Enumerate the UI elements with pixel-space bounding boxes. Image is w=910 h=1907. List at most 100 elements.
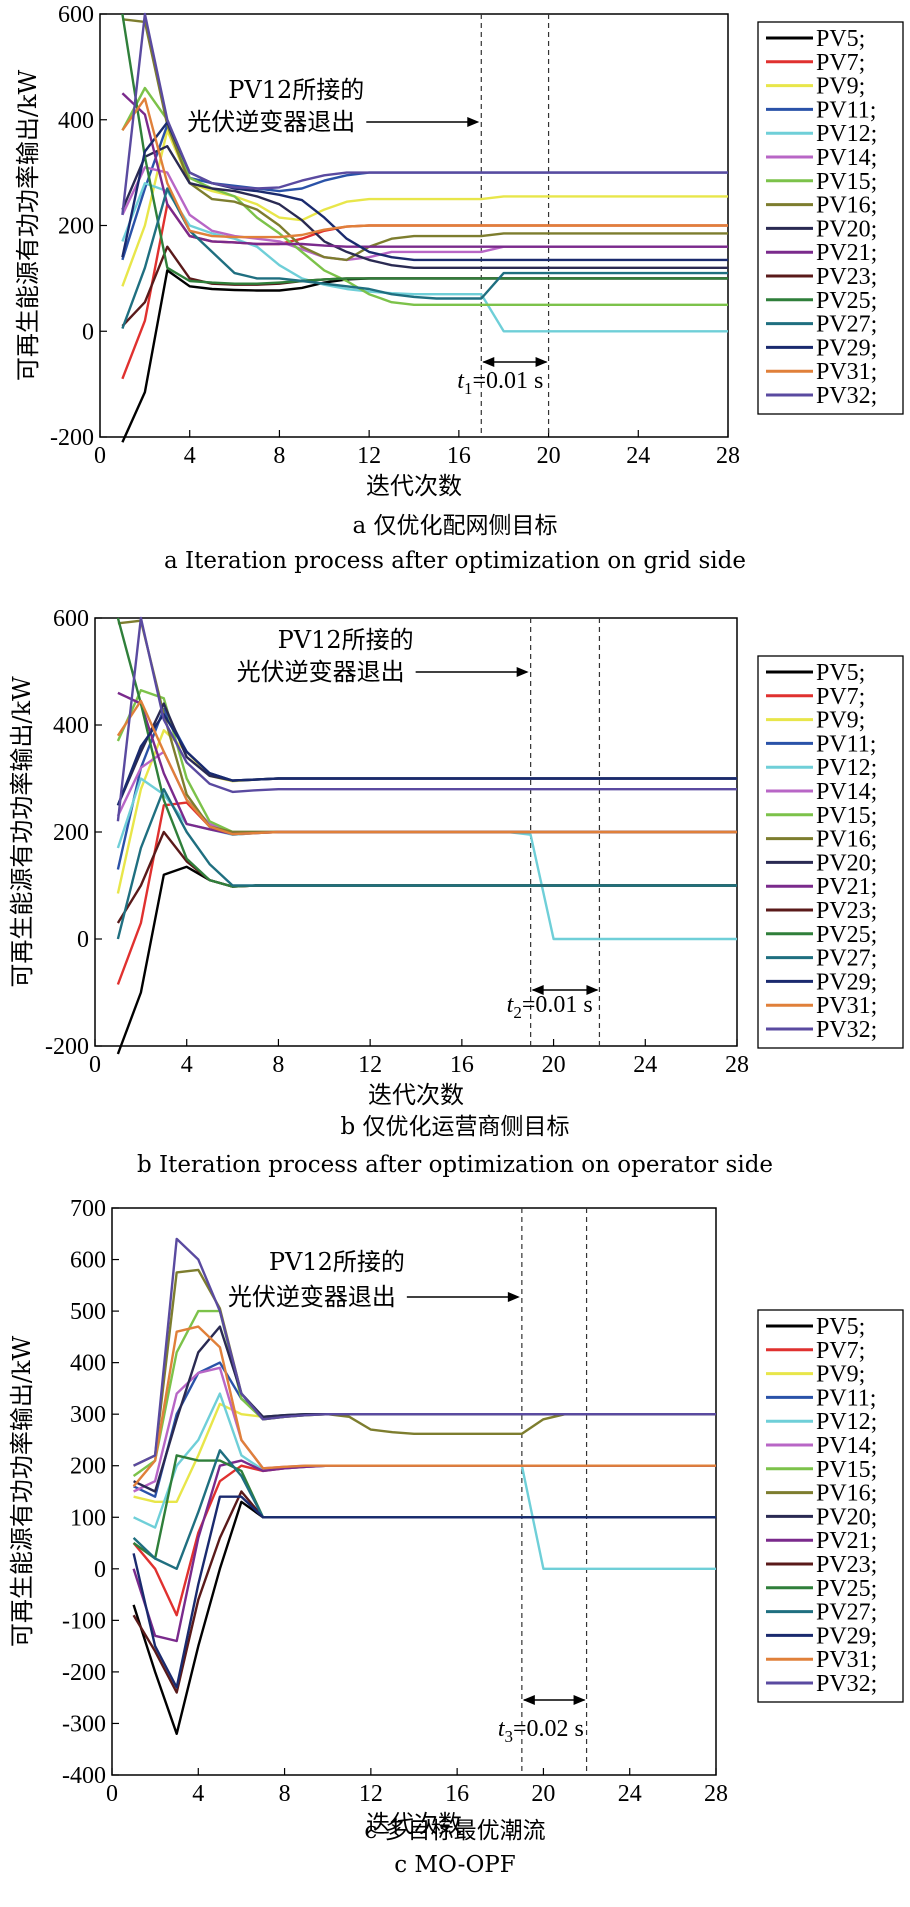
series-line-pv27 xyxy=(121,187,728,330)
y-tick-label: 600 xyxy=(58,2,94,28)
legend-label-pv12: PV12; xyxy=(816,1409,877,1435)
x-axis-label: 迭代次数 xyxy=(366,1810,462,1838)
interval-label: t1=0.01 s xyxy=(457,368,543,398)
series-line-pv32 xyxy=(121,12,728,216)
series-line-pv9 xyxy=(121,129,728,287)
y-axis-label: 可再生能源有功功率输出/kW xyxy=(8,1336,36,1648)
series-line-pv15 xyxy=(121,86,728,306)
interval-arrowhead-right xyxy=(573,1695,586,1705)
interval-label-sub: 3 xyxy=(505,1727,514,1746)
series-line-pv16 xyxy=(117,619,737,834)
series-line-pv7 xyxy=(132,1464,716,1617)
x-tick-label: 8 xyxy=(273,443,285,469)
annotation-arrowhead xyxy=(507,1292,520,1302)
y-tick-label: 600 xyxy=(53,606,89,632)
caption-en: c MO-OPF xyxy=(394,1852,516,1878)
interval-label-sub: 1 xyxy=(464,379,473,398)
y-tick-label: 500 xyxy=(70,1299,106,1325)
x-tick-label: 28 xyxy=(716,443,740,469)
interval-label-sub: 2 xyxy=(513,1003,522,1022)
x-axis-label: 迭代次数 xyxy=(366,472,462,500)
series-line-pv23 xyxy=(116,830,737,924)
legend-label-pv20: PV20; xyxy=(816,216,877,242)
legend-label-pv16: PV16; xyxy=(816,827,877,853)
legend-label-pv5: PV5; xyxy=(816,26,865,52)
series-line-pv5 xyxy=(121,269,728,443)
series-line-pv16 xyxy=(122,18,728,262)
legend-label-pv31: PV31; xyxy=(816,993,877,1019)
legend-label-pv25: PV25; xyxy=(816,288,877,314)
legend-label-pv29: PV29; xyxy=(816,335,877,361)
legend-label-pv25: PV25; xyxy=(816,1576,877,1602)
x-tick-label: 16 xyxy=(445,1781,469,1807)
legend-label-pv14: PV14; xyxy=(816,145,877,171)
caption-cn: b 仅优化运营商侧目标 xyxy=(340,1114,569,1140)
annotation-line-1: PV12所接的 xyxy=(228,76,364,104)
legend-label-pv23: PV23; xyxy=(816,1552,877,1578)
legend-label-pv9: PV9; xyxy=(816,74,865,100)
legend-label-pv27: PV27; xyxy=(816,946,877,972)
legend-label-pv25: PV25; xyxy=(816,922,877,948)
series-line-pv31 xyxy=(121,97,728,239)
interval-label-t: t xyxy=(507,992,515,1018)
y-tick-label: 0 xyxy=(82,319,94,345)
y-tick-label: -200 xyxy=(45,1034,89,1060)
series-line-pv31 xyxy=(132,1325,716,1488)
y-tick-label: 400 xyxy=(70,1351,106,1377)
interval-label-t: t xyxy=(457,368,465,394)
legend-label-pv32: PV32; xyxy=(816,1671,877,1697)
x-tick-label: 20 xyxy=(531,1781,555,1807)
legend-label-pv16: PV16; xyxy=(816,1481,877,1507)
legend-label-pv29: PV29; xyxy=(816,1623,877,1649)
series-line-pv32 xyxy=(133,1237,716,1467)
y-tick-label: 200 xyxy=(53,820,89,846)
series-line-pv29 xyxy=(132,1495,716,1689)
legend-label-pv14: PV14; xyxy=(816,1433,877,1459)
y-tick-label: 300 xyxy=(70,1402,106,1428)
interval-label: t3=0.02 s xyxy=(498,1716,584,1746)
plot-frame xyxy=(111,1207,717,1776)
y-tick-label: 0 xyxy=(77,927,89,953)
y-tick-label: -200 xyxy=(50,425,94,451)
legend-label-pv16: PV16; xyxy=(816,193,877,219)
series-line-pv21 xyxy=(121,92,728,248)
legend-label-pv20: PV20; xyxy=(816,1504,877,1530)
x-tick-label: 4 xyxy=(184,443,196,469)
legend-label-pv29: PV29; xyxy=(816,969,877,995)
legend-label-pv15: PV15; xyxy=(816,803,877,829)
legend-label-pv15: PV15; xyxy=(816,169,877,195)
y-tick-label: -300 xyxy=(62,1711,106,1737)
y-tick-label: -100 xyxy=(62,1608,106,1634)
annotation-arrowhead xyxy=(467,117,480,127)
x-tick-label: 28 xyxy=(725,1052,749,1078)
annotation-line-1: PV12所接的 xyxy=(278,626,414,654)
legend-label-pv7: PV7; xyxy=(816,50,865,76)
y-tick-label: 0 xyxy=(94,1557,106,1583)
interval-label-value: =0.02 s xyxy=(513,1716,584,1742)
x-tick-label: 24 xyxy=(618,1781,642,1807)
series-line-pv12 xyxy=(116,777,737,941)
legend-label-pv11: PV11; xyxy=(816,97,876,123)
series-line-pv14 xyxy=(133,1366,716,1493)
series-line-pv11 xyxy=(133,1361,716,1498)
legend-label-pv27: PV27; xyxy=(816,312,877,338)
x-tick-label: 16 xyxy=(450,1052,474,1078)
interval-arrowhead-right xyxy=(586,985,599,995)
legend-label-pv15: PV15; xyxy=(816,1457,877,1483)
legend-label-pv32: PV32; xyxy=(816,1017,877,1043)
series-line-pv29 xyxy=(116,713,737,806)
series-line-pv23 xyxy=(121,245,728,327)
legend-label-pv12: PV12; xyxy=(816,755,877,781)
legend-label-pv23: PV23; xyxy=(816,264,877,290)
caption-cn: c 多目标最优潮流 xyxy=(364,1818,545,1844)
y-tick-label: 400 xyxy=(58,108,94,134)
legend-label-pv20: PV20; xyxy=(816,850,877,876)
series-line-pv27 xyxy=(132,1449,716,1571)
legend-label-pv7: PV7; xyxy=(816,684,865,710)
chart-panel-1: 0 4 8 12 16 20 24 28-2000200400600迭代次数可再生能源有功功率… xyxy=(8,606,904,1178)
x-tick-label: 24 xyxy=(633,1052,657,1078)
x-tick-label: 20 xyxy=(542,1052,566,1078)
interval-label-t: t xyxy=(498,1716,506,1742)
x-tick-label: 16 xyxy=(447,443,471,469)
